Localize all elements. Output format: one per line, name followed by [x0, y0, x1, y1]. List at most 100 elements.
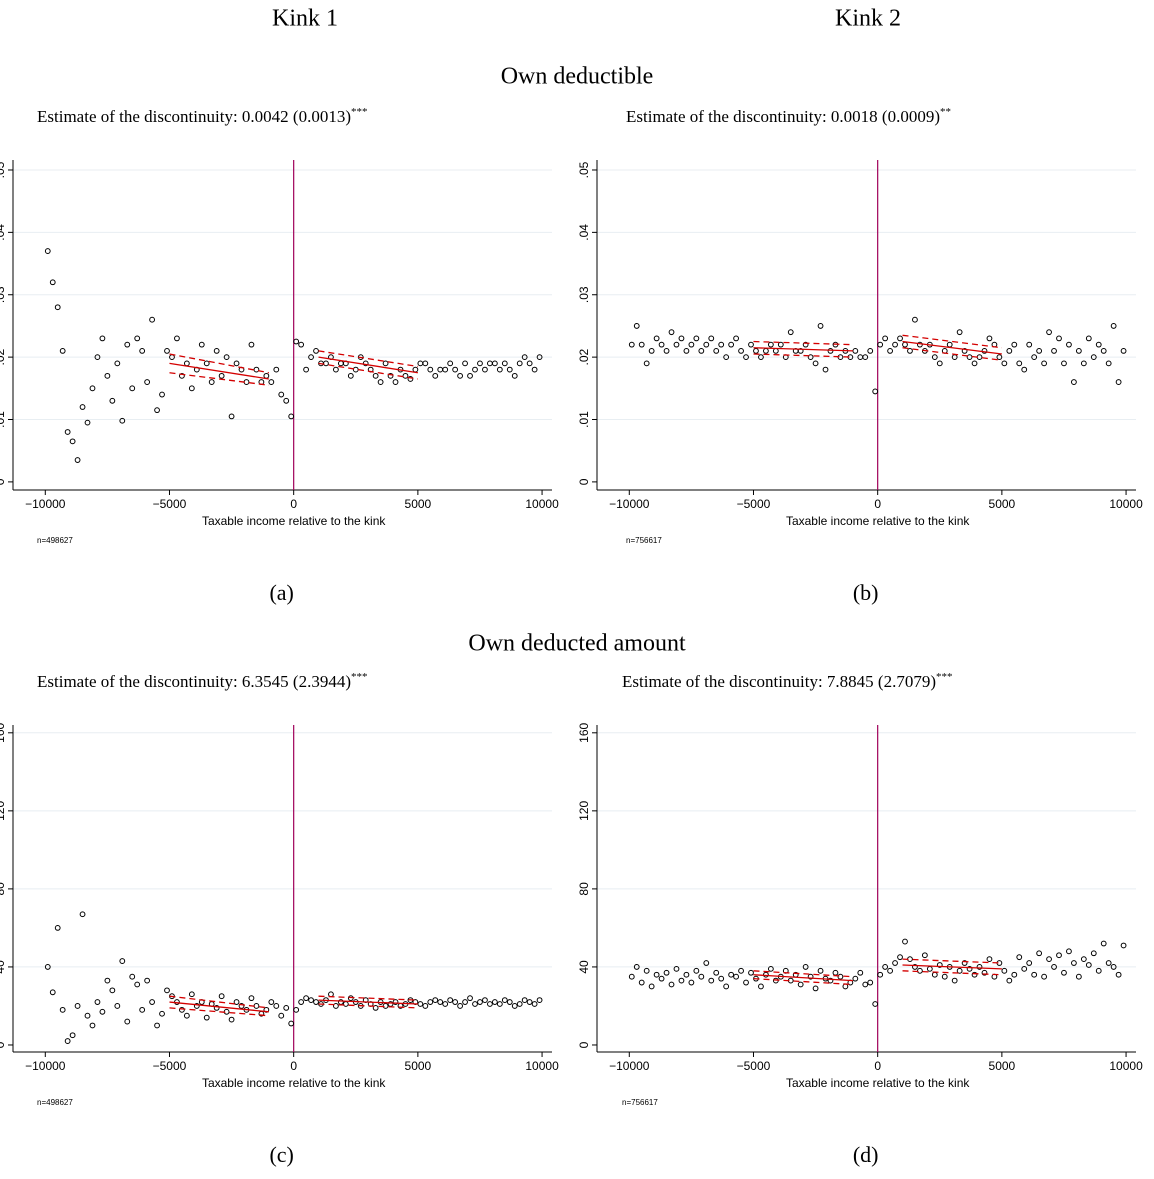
data-point: [288, 1020, 295, 1027]
data-point: [342, 1001, 349, 1007]
data-point: [293, 1006, 300, 1013]
data-point: [313, 347, 319, 354]
data-point: [753, 347, 759, 354]
data-point: [89, 1022, 96, 1029]
data-point: [713, 347, 720, 354]
data-point: [1001, 967, 1008, 974]
data-point: [663, 969, 670, 976]
data-point: [1016, 954, 1023, 961]
data-point: [114, 360, 121, 367]
row-title: Own deductible: [501, 64, 654, 90]
ci-upper: [318, 350, 418, 368]
data-point: [966, 965, 973, 972]
data-point: [273, 366, 280, 373]
data-point: [392, 999, 399, 1005]
data-point: [1056, 952, 1062, 959]
data-point: [887, 347, 893, 354]
data-point: [283, 397, 290, 404]
data-point: [678, 977, 685, 984]
data-point: [802, 341, 809, 348]
data-point: [109, 987, 116, 994]
data-point: [703, 960, 710, 966]
x-axis-label: Taxable income relative to the kink: [786, 1076, 970, 1090]
data-point: [668, 329, 675, 336]
data-point: [946, 341, 953, 348]
data-point: [653, 971, 660, 978]
data-point: [1051, 347, 1057, 354]
data-point: [1041, 973, 1047, 980]
data-point: [278, 1012, 285, 1019]
data-point: [1006, 977, 1013, 984]
data-point: [402, 372, 409, 379]
ci-lower: [902, 970, 1002, 976]
data-point: [526, 999, 533, 1005]
data-point: [738, 347, 744, 354]
data-point: [333, 366, 339, 373]
data-point: [288, 413, 295, 420]
data-point: [807, 354, 814, 361]
y-tick-label: 0: [0, 478, 7, 485]
data-point: [377, 379, 384, 385]
y-tick-label: 0: [577, 478, 591, 485]
data-point: [79, 911, 86, 918]
data-point: [648, 347, 655, 354]
data-point: [1046, 956, 1052, 963]
data-point: [1115, 971, 1122, 978]
data-point: [124, 1018, 131, 1025]
ci-lower: [169, 372, 269, 386]
data-point: [104, 372, 111, 379]
data-point: [643, 360, 650, 367]
sample-size: n=498627: [37, 536, 73, 545]
data-point: [643, 967, 650, 974]
data-point: [822, 366, 829, 373]
data-point: [936, 962, 943, 968]
data-point: [69, 1032, 76, 1039]
data-point: [688, 341, 695, 348]
data-point: [273, 1003, 280, 1009]
data-point: [496, 366, 503, 373]
data-point: [961, 347, 968, 354]
y-tick-label: 160: [577, 722, 591, 742]
ci-lower: [169, 1007, 269, 1017]
data-point: [382, 360, 389, 367]
data-point: [882, 335, 889, 342]
data-point: [129, 973, 136, 980]
data-point: [303, 366, 309, 373]
estimate-stars: ***: [936, 671, 953, 683]
data-point: [663, 347, 670, 354]
data-point: [472, 1001, 478, 1007]
data-point: [467, 995, 473, 1002]
data-point: [183, 1012, 190, 1019]
data-point: [648, 983, 655, 990]
y-tick-label: .02: [0, 348, 7, 365]
y-tick-label: 40: [577, 960, 591, 974]
data-point: [99, 335, 106, 342]
data-point: [188, 991, 195, 998]
data-point: [44, 964, 51, 970]
data-point: [693, 967, 700, 974]
data-point: [802, 964, 809, 970]
data-point: [452, 999, 459, 1005]
data-point: [69, 438, 76, 445]
data-point: [521, 354, 528, 361]
data-point: [104, 977, 111, 984]
data-point: [447, 360, 454, 367]
estimate-text: Estimate of the discontinuity: 0.0042 (0…: [37, 107, 351, 126]
y-tick-label: 120: [577, 801, 591, 821]
data-point: [1071, 960, 1077, 966]
x-axis-label: Taxable income relative to the kink: [202, 514, 386, 528]
data-point: [832, 969, 839, 976]
x-tick-label: 5000: [405, 1059, 432, 1073]
data-point: [49, 279, 56, 286]
data-point: [412, 366, 419, 373]
data-point: [951, 977, 958, 984]
x-tick-label: 10000: [525, 497, 559, 511]
data-point: [743, 354, 749, 361]
data-point: [203, 1014, 210, 1021]
x-tick-label: 10000: [1109, 497, 1143, 511]
data-point: [372, 1005, 379, 1011]
data-point: [114, 1003, 121, 1009]
data-point: [536, 354, 543, 361]
fit-line: [318, 999, 418, 1005]
